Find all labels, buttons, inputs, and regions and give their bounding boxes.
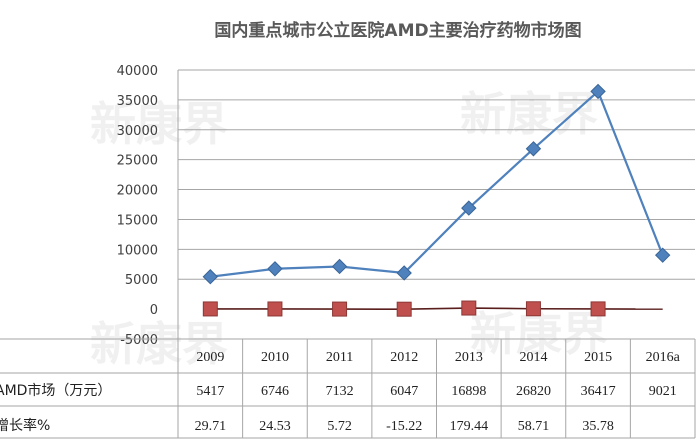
table-cell: 36417 <box>581 384 616 399</box>
table-cell: 26820 <box>516 384 551 399</box>
y-tick-label: 40000 <box>117 64 158 79</box>
watermark-text: 新康界 <box>460 87 598 141</box>
gridlines <box>177 69 695 339</box>
y-tick-label: -5000 <box>120 333 158 348</box>
x-tick-label: 2014 <box>519 350 547 365</box>
y-tick-label: 35000 <box>117 94 158 109</box>
y-tick-label: 5000 <box>125 273 158 288</box>
watermark-text: 新康界 <box>90 317 228 371</box>
data-point <box>590 83 606 100</box>
y-tick-label: 15000 <box>117 213 158 228</box>
data-point <box>331 258 348 275</box>
data-table: 2009 2010 2011 2012 2013 2014 2015 2016a AMD市场（万… <box>0 338 696 439</box>
table-row-header: 增长率% <box>0 417 50 434</box>
series-line <box>210 89 664 278</box>
table-cell: 6746 <box>261 384 289 399</box>
table-row-header: AMD市场（万元） <box>0 382 111 399</box>
data-point <box>267 261 283 277</box>
y-tick-label: 30000 <box>117 124 158 139</box>
table-cell: 24.53 <box>259 419 291 434</box>
data-point <box>396 265 412 281</box>
data-point <box>525 301 541 317</box>
data-point <box>525 141 542 157</box>
data-point <box>461 300 477 316</box>
x-tick-label: 2013 <box>455 350 483 365</box>
data-point <box>202 301 218 317</box>
table-cell: 5.72 <box>327 419 352 434</box>
series <box>202 83 671 317</box>
y-tick-label: 20000 <box>117 184 158 199</box>
x-tick-label: 2012 <box>390 350 418 365</box>
watermark-text: 新康界 <box>90 97 228 151</box>
table-cell: -15.22 <box>386 419 422 434</box>
y-axis-ticks: 40000 35000 30000 25000 20000 15000 10000 5000 0… <box>117 64 158 348</box>
table-cell: 29.71 <box>195 419 227 434</box>
x-tick-label: 2016a <box>646 350 681 365</box>
table-cell: 5417 <box>196 384 224 399</box>
data-point <box>202 269 219 285</box>
table-cell: 35.78 <box>582 419 614 434</box>
data-point <box>590 301 606 317</box>
data-point <box>461 200 477 216</box>
x-tick-label: 2011 <box>326 350 353 365</box>
x-tick-label: 2010 <box>261 350 289 365</box>
table-cell: 7132 <box>326 384 354 399</box>
data-point <box>654 247 671 263</box>
table-cell: 179.44 <box>450 419 489 434</box>
y-tick-label: 25000 <box>117 154 158 169</box>
data-point <box>396 301 412 317</box>
x-tick-label: 2009 <box>196 350 224 365</box>
table-cell: 9021 <box>649 384 677 399</box>
chart-title: 国内重点城市公立医院AMD主要治疗药物市场图 <box>214 20 581 41</box>
data-point <box>332 301 348 317</box>
x-tick-label: 2015 <box>584 350 612 365</box>
table-cell: 6047 <box>390 384 418 399</box>
data-point <box>267 301 283 317</box>
table-cell: 58.71 <box>518 419 550 434</box>
y-tick-label: 0 <box>150 303 158 318</box>
y-tick-label: 10000 <box>117 243 158 258</box>
table-cell: 16898 <box>451 384 486 399</box>
